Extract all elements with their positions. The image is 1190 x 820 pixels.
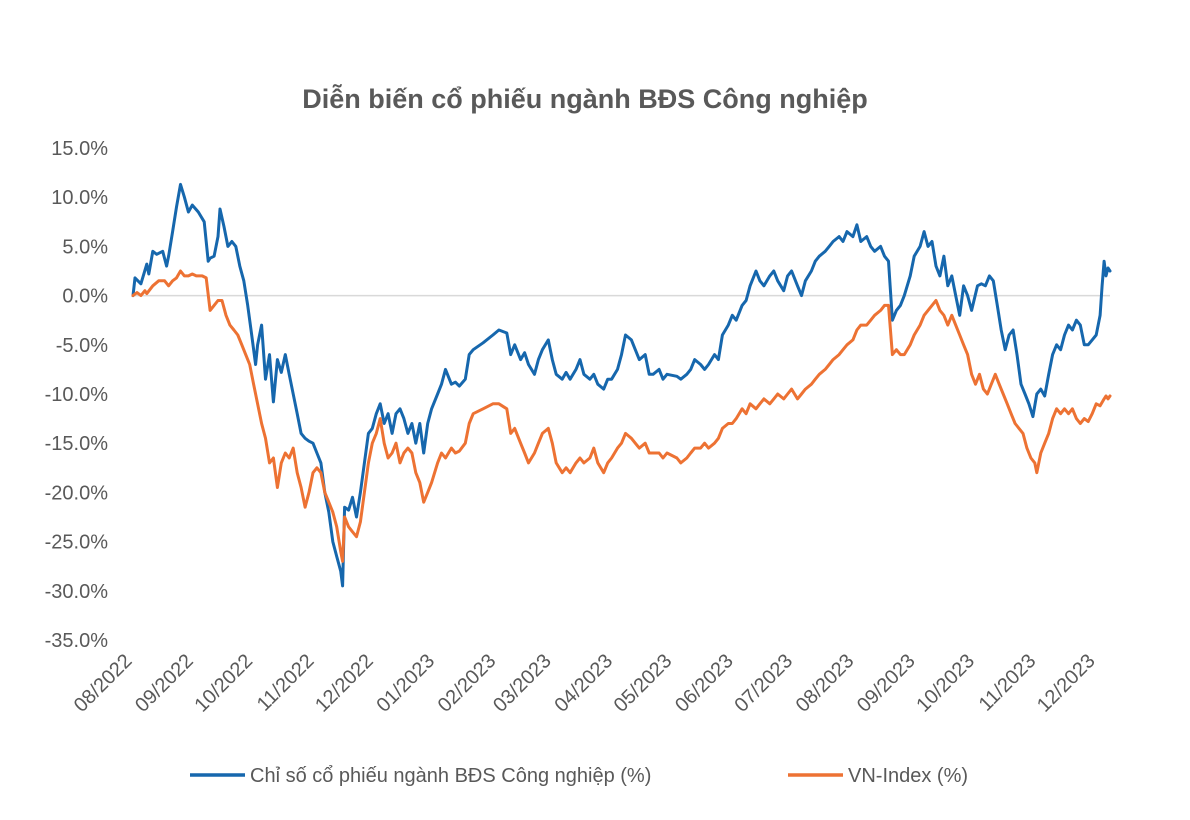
legend-item: VN-Index (%) [788, 765, 968, 787]
x-tick-label: 09/2023 [853, 650, 920, 717]
x-tick-label: 11/2023 [975, 650, 1041, 716]
x-tick-label: 08/2022 [70, 650, 137, 717]
series-line-industrial-property [131, 182, 1112, 588]
x-tick-label: 10/2022 [190, 650, 257, 717]
x-tick-label: 12/2023 [1033, 650, 1100, 717]
x-tick-label: 08/2023 [792, 650, 859, 717]
x-tick-label: 01/2023 [372, 650, 439, 717]
series-layer [131, 182, 1112, 588]
y-tick-label: 10.0% [51, 187, 108, 209]
y-tick-label: -30.0% [45, 581, 109, 603]
legend-label: Chỉ số cổ phiếu ngành BĐS Công nghiệp (%… [250, 765, 651, 787]
legend-item: Chỉ số cổ phiếu ngành BĐS Công nghiệp (%… [190, 765, 651, 787]
series-line-vn-index [131, 269, 1112, 563]
legend: Chỉ số cổ phiếu ngành BĐS Công nghiệp (%… [190, 765, 968, 787]
y-tick-label: -10.0% [45, 384, 109, 406]
y-tick-label: 15.0% [51, 138, 108, 160]
x-tick-label: 12/2022 [311, 650, 378, 717]
x-tick-label: 05/2023 [610, 650, 677, 717]
y-tick-label: -35.0% [45, 630, 109, 652]
legend-label: VN-Index (%) [848, 765, 968, 787]
x-tick-label: 07/2023 [730, 650, 797, 717]
x-tick-label: 06/2023 [671, 650, 738, 717]
x-tick-label: 11/2022 [253, 650, 319, 716]
y-tick-label: -20.0% [45, 482, 109, 504]
x-tick-label: 10/2023 [912, 650, 979, 717]
y-tick-label: -25.0% [45, 532, 109, 554]
chart-title: Diễn biến cổ phiếu ngành BĐS Công nghiệp [302, 83, 867, 114]
y-tick-label: 0.0% [62, 286, 108, 308]
y-tick-label: 5.0% [62, 236, 108, 258]
y-tick-label: -15.0% [45, 433, 109, 455]
x-tick-label: 04/2023 [550, 650, 617, 717]
y-tick-label: -5.0% [56, 335, 108, 357]
x-tick-label: 03/2023 [489, 650, 556, 717]
x-tick-label: 02/2023 [434, 650, 501, 717]
x-tick-label: 09/2022 [131, 650, 198, 717]
